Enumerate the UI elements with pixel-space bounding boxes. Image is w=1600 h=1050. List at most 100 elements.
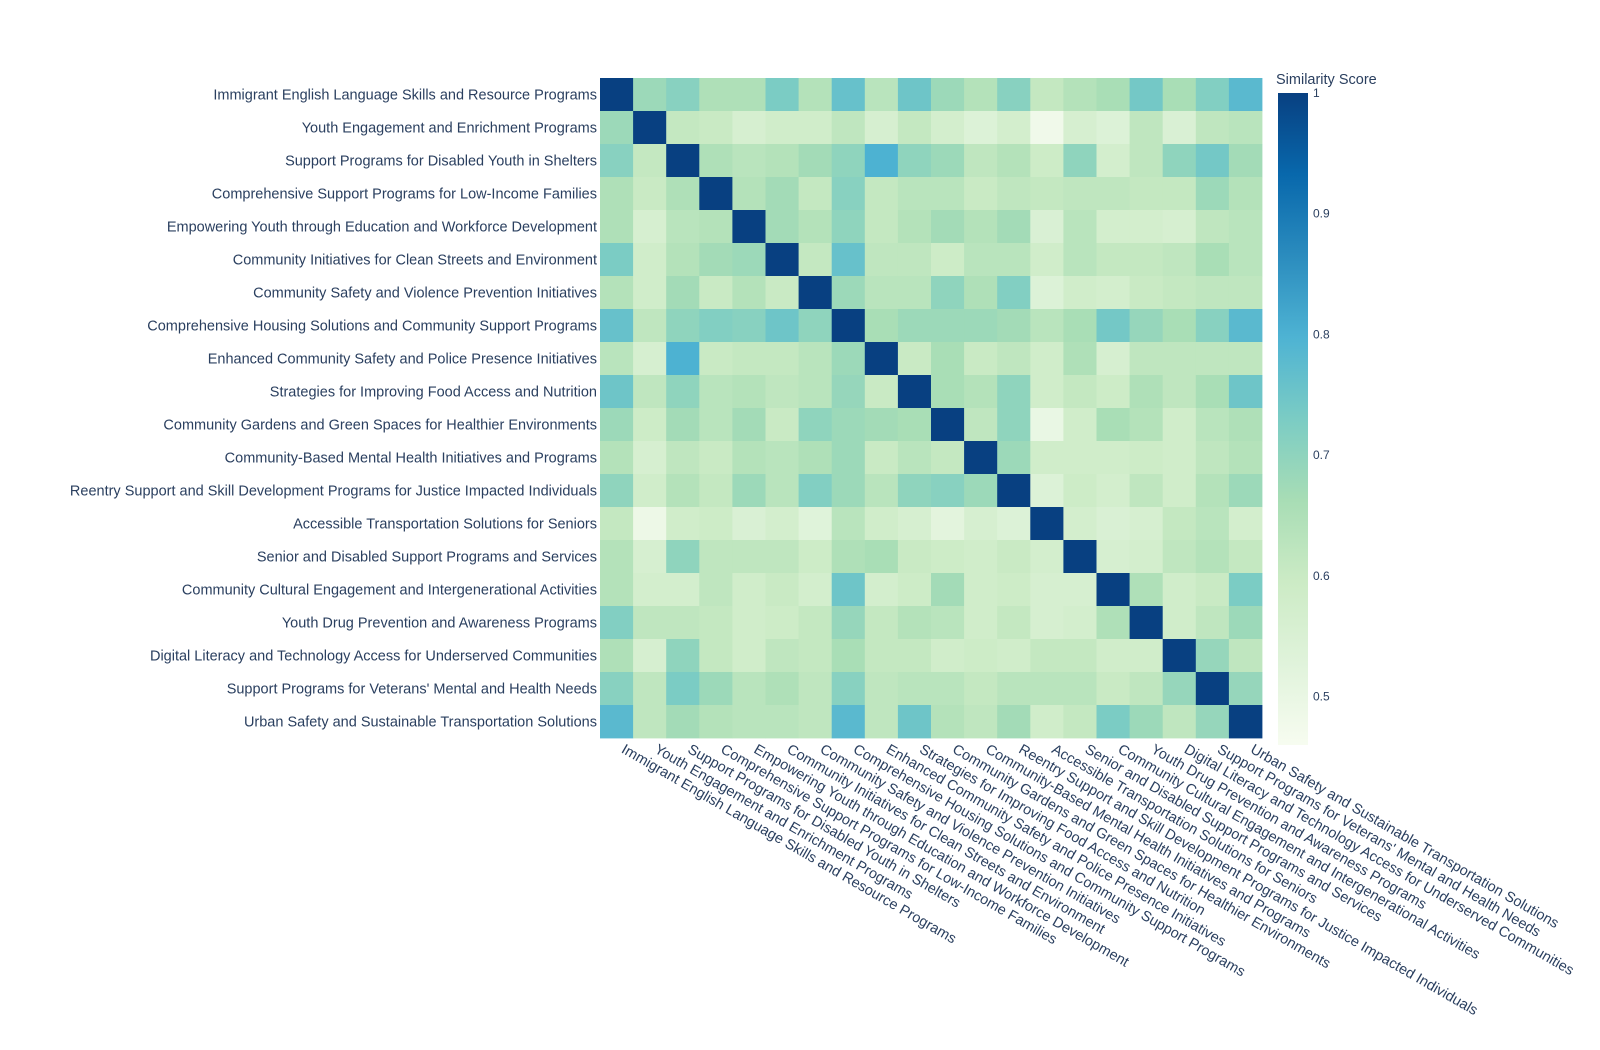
heatmap-cell [964,342,998,376]
heatmap-cell [1096,177,1130,211]
heatmap-cell [831,210,866,244]
heatmap-cell [666,342,700,376]
heatmap-cell [864,210,899,244]
heatmap-cell [1063,507,1097,541]
heatmap-cell [831,441,866,475]
heatmap-cell [931,243,965,277]
colorbar: Similarity Score 0.5 0.6 0.7 0.8 0.9 1 [1276,72,1377,745]
heatmap-cell [831,507,866,541]
heatmap-cell [666,639,700,673]
heatmap-cell [699,177,733,211]
y-tick-label: Community Cultural Engagement and Interg… [182,583,597,599]
heatmap-cell [931,177,965,211]
heatmap-cell [964,507,998,541]
heatmap-cell [699,639,733,673]
heatmap-cell [864,507,899,541]
heatmap-cell [897,177,932,211]
heatmap-cell [864,144,899,178]
heatmap-cell [1096,243,1130,277]
heatmap-cell [633,210,667,244]
heatmap-cell [1162,375,1197,409]
heatmap-cell [1195,606,1230,640]
heatmap-cell [666,474,700,508]
heatmap-cell [699,606,733,640]
heatmap-cell [1096,540,1130,574]
heatmap-cell [633,78,667,112]
heatmap-cell [1096,474,1130,508]
heatmap-cell [864,243,899,277]
heatmap-cell [600,672,634,706]
heatmap-cell [1063,210,1097,244]
heatmap-cell [765,276,799,310]
heatmap-cell [897,243,932,277]
y-tick-label: Community-Based Mental Health Initiative… [225,451,597,467]
heatmap-cells [600,78,1263,739]
heatmap-cell [798,540,833,574]
heatmap-cell [600,111,634,145]
heatmap-cell [699,276,733,310]
heatmap-cell [864,177,899,211]
heatmap-cell [1096,210,1130,244]
heatmap-cell [1162,507,1197,541]
heatmap-cell [964,408,998,442]
heatmap-cell [765,606,799,640]
heatmap-cell [666,177,700,211]
y-tick-label: Support Programs for Veterans' Mental an… [227,682,597,698]
heatmap-cell [666,276,700,310]
heatmap-cell [765,474,799,508]
y-tick-label: Accessible Transportation Solutions for … [293,517,597,533]
heatmap-cell [831,606,866,640]
heatmap-cell [1195,78,1230,112]
heatmap-cell [1030,441,1064,475]
heatmap-cell [864,672,899,706]
heatmap-cell [1129,210,1164,244]
heatmap-cell [732,210,766,244]
heatmap-cell [1195,177,1230,211]
heatmap-cell [1228,672,1263,706]
heatmap-cell [1228,111,1263,145]
heatmap-cell [1195,639,1230,673]
y-tick-label: Youth Drug Prevention and Awareness Prog… [282,616,597,632]
heatmap-cell [633,540,667,574]
heatmap-cell [964,705,998,739]
heatmap-cell [633,573,667,607]
colorbar-gradient [1278,93,1308,745]
heatmap-cell [897,639,932,673]
heatmap-cell [1030,606,1064,640]
colorbar-tick-label: 0.6 [1313,569,1330,583]
heatmap-cell [600,540,634,574]
heatmap-cell [798,705,833,739]
heatmap-cell [897,210,932,244]
heatmap-cell [1162,144,1197,178]
heatmap-cell [1063,78,1097,112]
heatmap-cell [931,540,965,574]
heatmap-cell [964,78,998,112]
heatmap-cell [997,573,1031,607]
heatmap-cell [633,474,667,508]
heatmap-cell [798,573,833,607]
heatmap-cell [997,243,1031,277]
y-tick-label: Senior and Disabled Support Programs and… [257,550,597,566]
heatmap-cell [1195,408,1230,442]
heatmap-cell [1030,309,1064,343]
heatmap-cell [765,111,799,145]
heatmap-cell [732,342,766,376]
heatmap-cell [1162,672,1197,706]
heatmap-cell [997,705,1031,739]
heatmap-cell [931,276,965,310]
heatmap-cell [1030,573,1064,607]
heatmap-cell [997,144,1031,178]
heatmap-cell [1129,441,1164,475]
heatmap-cell [1129,474,1164,508]
heatmap-cell [732,375,766,409]
heatmap-cell [1228,441,1263,475]
heatmap-cell [1195,375,1230,409]
heatmap-cell [897,78,932,112]
heatmap-cell [732,309,766,343]
heatmap-cell [798,342,833,376]
colorbar-tick-label: 1 [1313,86,1320,100]
heatmap-cell [1096,573,1130,607]
heatmap-cell [997,375,1031,409]
heatmap-cell [798,672,833,706]
heatmap-cell [1129,177,1164,211]
